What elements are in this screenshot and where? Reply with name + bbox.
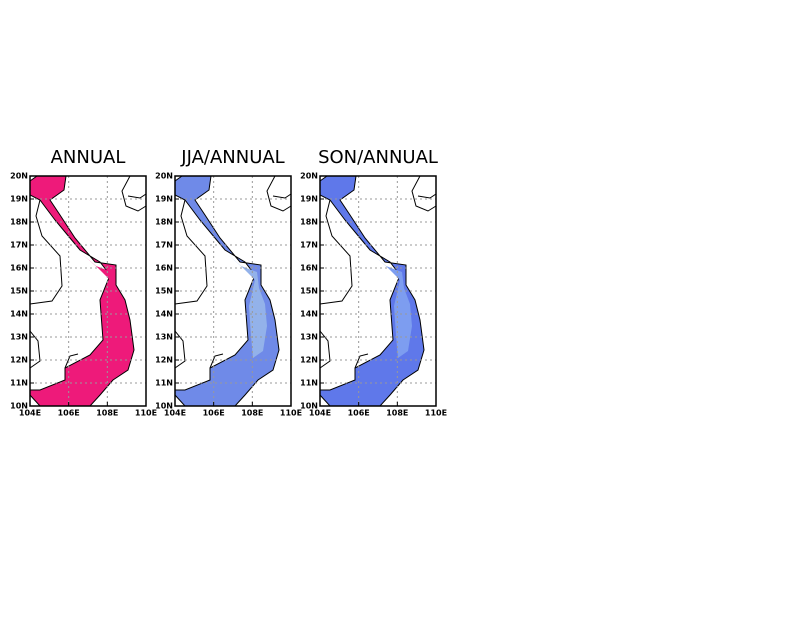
y-tick-label: 18N [10,218,28,227]
inner-region [227,254,267,358]
border-line [354,353,369,369]
y-tick-label: 12N [155,356,173,365]
y-tick-label: 20N [300,172,318,181]
y-tick-label: 16N [300,264,318,273]
x-tick-label: 110E [425,409,447,418]
y-tick-label: 12N [300,356,318,365]
inner-region [82,254,122,358]
border-line [272,193,292,199]
x-tick-label: 106E [58,409,80,418]
border-line [64,353,79,369]
border-line [319,199,353,305]
map-panel: 104E 106E 108E 110E 10N 11N 12N 13N 14N 15N 16N 17N… [300,147,447,418]
panel-title: ANNUAL [51,147,126,168]
border-line [174,330,186,369]
y-tick-label: 17N [300,241,318,250]
border-line [209,353,224,369]
y-tick-label: 10N [155,402,173,411]
y-tick-label: 13N [155,333,173,342]
x-tick-label: 106E [348,409,370,418]
border-line [417,193,437,199]
y-tick-label: 14N [300,310,318,319]
border-line [319,330,331,369]
x-tick-label: 108E [386,409,408,418]
border-line [266,175,292,212]
y-tick-label: 17N [155,241,173,250]
border-line [174,199,208,305]
y-tick-label: 14N [155,310,173,319]
map-frame [174,175,292,407]
y-tick-label: 17N [10,241,28,250]
border-line [127,193,147,199]
border-line [29,199,63,305]
inner-region [372,254,412,358]
map-panel: 104E 106E 108E 110E 10N 11N 12N 13N 14N 15N 16N 17N… [10,147,157,418]
y-tick-label: 19N [10,195,28,204]
border-line [411,175,437,212]
y-tick-label: 18N [300,218,318,227]
border-line [29,330,41,369]
y-tick-label: 13N [300,333,318,342]
map-frame [319,175,437,407]
x-tick-label: 110E [135,409,157,418]
y-tick-label: 19N [300,195,318,204]
x-tick-label: 110E [280,409,302,418]
x-tick-label: 108E [241,409,263,418]
border-line [121,175,147,212]
x-tick-label: 104E [309,409,331,418]
panel-title: SON/ANNUAL [318,147,438,168]
map-panel: 104E 106E 108E 110E 10N 11N 12N 13N 14N 15N 16N 17N… [155,147,302,418]
y-tick-label: 20N [155,172,173,181]
y-tick-label: 15N [10,287,28,296]
y-tick-label: 11N [155,379,173,388]
y-tick-label: 14N [10,310,28,319]
y-tick-label: 13N [10,333,28,342]
y-tick-label: 20N [10,172,28,181]
x-tick-label: 106E [203,409,225,418]
y-tick-label: 16N [10,264,28,273]
x-tick-label: 108E [96,409,118,418]
y-tick-label: 10N [300,402,318,411]
y-tick-label: 15N [155,287,173,296]
panel-title: JJA/ANNUAL [180,147,284,168]
y-tick-label: 18N [155,218,173,227]
y-tick-label: 15N [300,287,318,296]
y-tick-label: 12N [10,356,28,365]
map-frame [29,175,147,407]
x-tick-label: 104E [19,409,41,418]
y-tick-label: 10N [10,402,28,411]
y-tick-label: 19N [155,195,173,204]
y-tick-label: 11N [300,379,318,388]
y-tick-label: 16N [155,264,173,273]
y-tick-label: 11N [10,379,28,388]
x-tick-label: 104E [164,409,186,418]
